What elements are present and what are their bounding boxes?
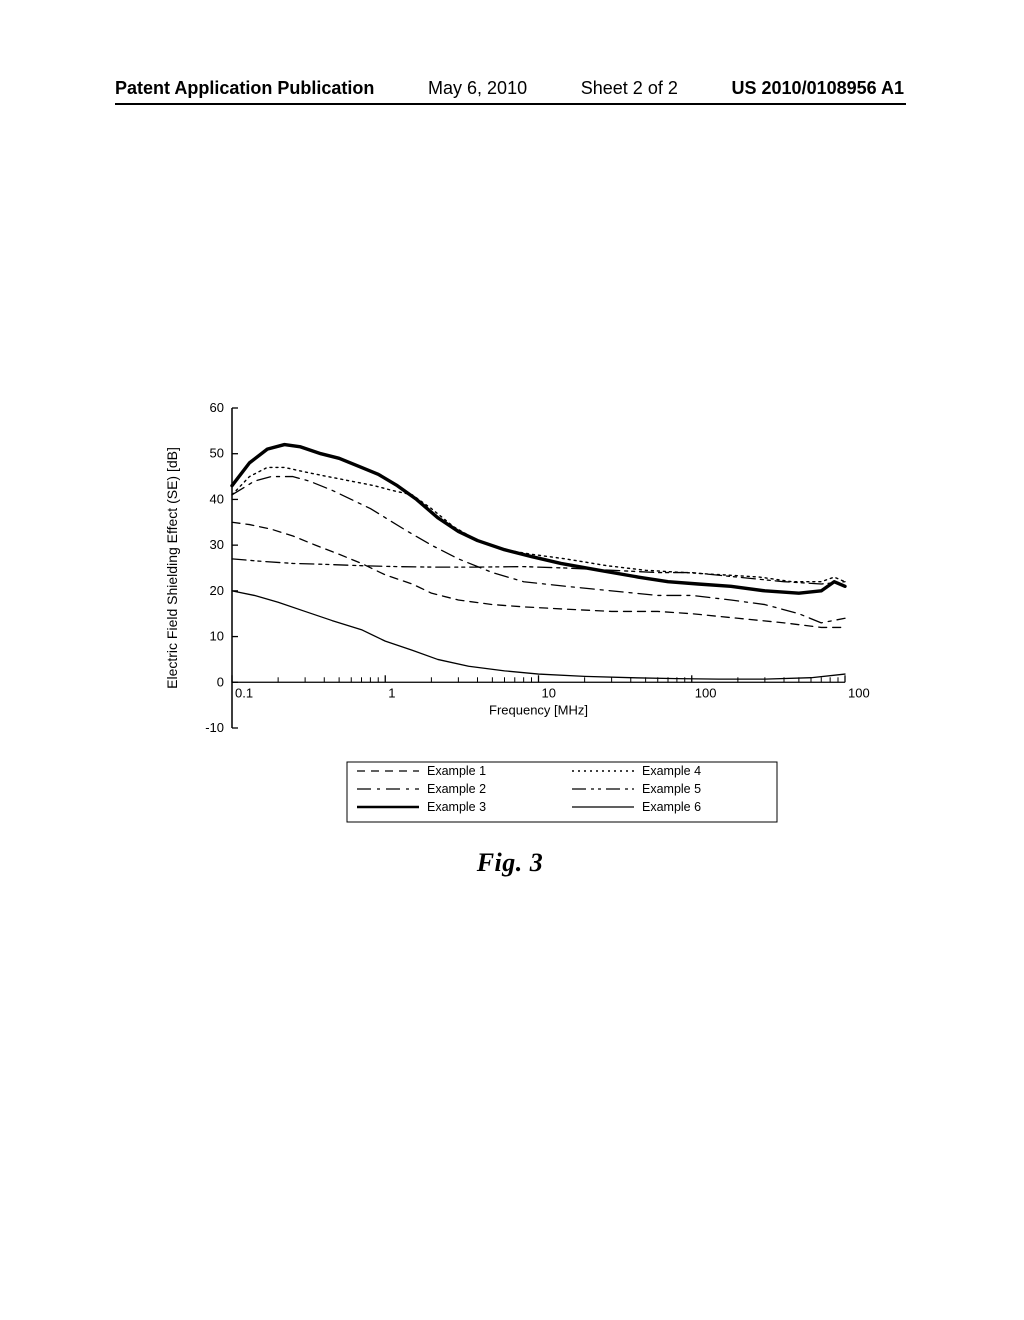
svg-text:0.1: 0.1 — [235, 685, 253, 700]
svg-text:50: 50 — [210, 446, 224, 461]
svg-text:Frequency [MHz]: Frequency [MHz] — [489, 702, 588, 717]
svg-text:Electric Field Shielding Effec: Electric Field Shielding Effect (SE) [dB… — [164, 447, 180, 689]
figure-caption: Fig. 3 — [150, 848, 870, 878]
svg-text:Example 5: Example 5 — [642, 782, 701, 796]
sheet-number: Sheet 2 of 2 — [581, 78, 678, 99]
svg-text:10: 10 — [210, 629, 224, 644]
header-rule — [115, 103, 906, 105]
svg-text:1: 1 — [388, 685, 395, 700]
svg-text:10: 10 — [542, 685, 556, 700]
svg-text:0: 0 — [217, 674, 224, 689]
publication-date: May 6, 2010 — [428, 78, 527, 99]
svg-text:Example 6: Example 6 — [642, 800, 701, 814]
svg-text:20: 20 — [210, 583, 224, 598]
svg-text:Example 3: Example 3 — [427, 800, 486, 814]
svg-text:Example 1: Example 1 — [427, 764, 486, 778]
page-header: Patent Application Publication May 6, 20… — [0, 78, 1024, 99]
svg-text:-10: -10 — [205, 720, 224, 735]
svg-text:1000: 1000 — [848, 685, 870, 700]
chart-shielding-vs-frequency: -10 0 10 20 30 40 50 60 0.1 1 10 100 1000 Electric Fi… — [150, 388, 870, 838]
svg-text:Example 4: Example 4 — [642, 764, 701, 778]
publication-label: Patent Application Publication — [115, 78, 374, 99]
svg-text:Example 2: Example 2 — [427, 782, 486, 796]
svg-text:30: 30 — [210, 537, 224, 552]
svg-text:60: 60 — [210, 400, 224, 415]
svg-text:40: 40 — [210, 491, 224, 506]
figure-3: -10 0 10 20 30 40 50 60 0.1 1 10 100 1000 Electric Fi… — [150, 388, 870, 878]
patent-number: US 2010/0108956 A1 — [732, 78, 904, 99]
svg-text:100: 100 — [695, 685, 717, 700]
